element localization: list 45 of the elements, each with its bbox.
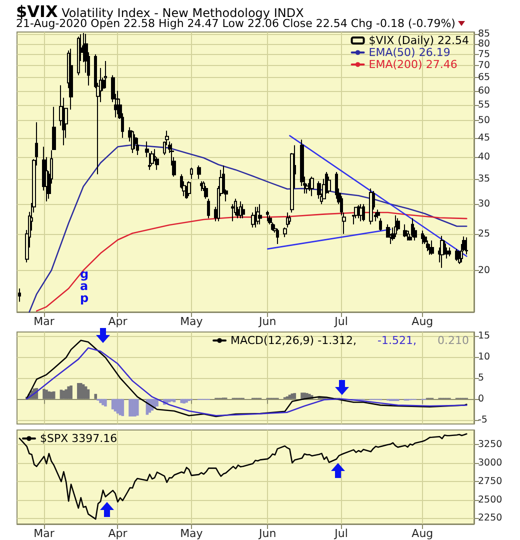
legend-label: $VIX (Daily) 22.54	[368, 34, 469, 47]
chart-subtitle: 21-Aug-2020 Open 22.58 High 24.47 Low 22.06 Close 22.54 Chg -0.18 (-0.79%)	[16, 17, 456, 30]
x-tick-label: Apr	[108, 315, 128, 328]
y-tick-label: 40	[478, 152, 490, 163]
text: 0.210	[438, 334, 470, 347]
y-tick-label: 10	[478, 352, 490, 363]
y-tick-label: 35	[478, 173, 490, 184]
y-tick-label: 80	[478, 38, 490, 50]
y-tick-label: 50	[478, 115, 490, 126]
y-tick-label: 85	[478, 28, 490, 40]
text: -1.521,	[378, 334, 417, 347]
x-tick-label: May	[180, 527, 204, 540]
y-tick-label: 65	[478, 72, 490, 84]
y-tick-label: 25	[478, 228, 490, 240]
y-tick-label: 0	[478, 393, 484, 404]
y-tick-label: 3000	[478, 458, 502, 469]
y-tick-label: 2500	[478, 494, 502, 506]
x-tick-label: May	[180, 315, 204, 328]
y-tick-label: 30	[478, 198, 490, 210]
annotation: gap	[80, 267, 89, 305]
y-tick-label: 3250	[478, 439, 502, 450]
y-tick-label: 75	[478, 48, 490, 60]
y-tick-label: 60	[478, 85, 490, 96]
x-tick-label: Jul	[334, 315, 348, 328]
x-tick-label: Aug	[412, 315, 434, 328]
y-tick-label: 70	[478, 60, 490, 72]
legend-label: $SPX 3397.16	[40, 432, 118, 445]
legend-label: EMA(200) 27.46	[368, 58, 458, 71]
legend-label: EMA(50) 26.19	[368, 46, 450, 59]
y-tick-label: 55	[478, 100, 490, 111]
x-tick-label: Apr	[108, 527, 128, 540]
x-tick-label: Aug	[412, 527, 434, 540]
y-tick-label: 45	[478, 132, 490, 144]
y-tick-label: -5	[478, 414, 488, 426]
y-tick-label: 20	[478, 264, 490, 276]
y-tick-label: 5	[478, 372, 484, 384]
y-tick-label: 2750	[478, 476, 502, 487]
y-tick-label: 15	[478, 330, 490, 342]
x-tick-label: Jul	[334, 527, 348, 540]
legend-label: MACD(12,26,9) -1.312,	[230, 334, 357, 347]
y-tick-label: 2250	[478, 512, 502, 524]
x-tick-label: Mar	[34, 315, 55, 328]
x-tick-label: Mar	[34, 527, 55, 540]
x-tick-label: Jun	[258, 527, 276, 540]
x-tick-label: Jun	[258, 315, 276, 328]
